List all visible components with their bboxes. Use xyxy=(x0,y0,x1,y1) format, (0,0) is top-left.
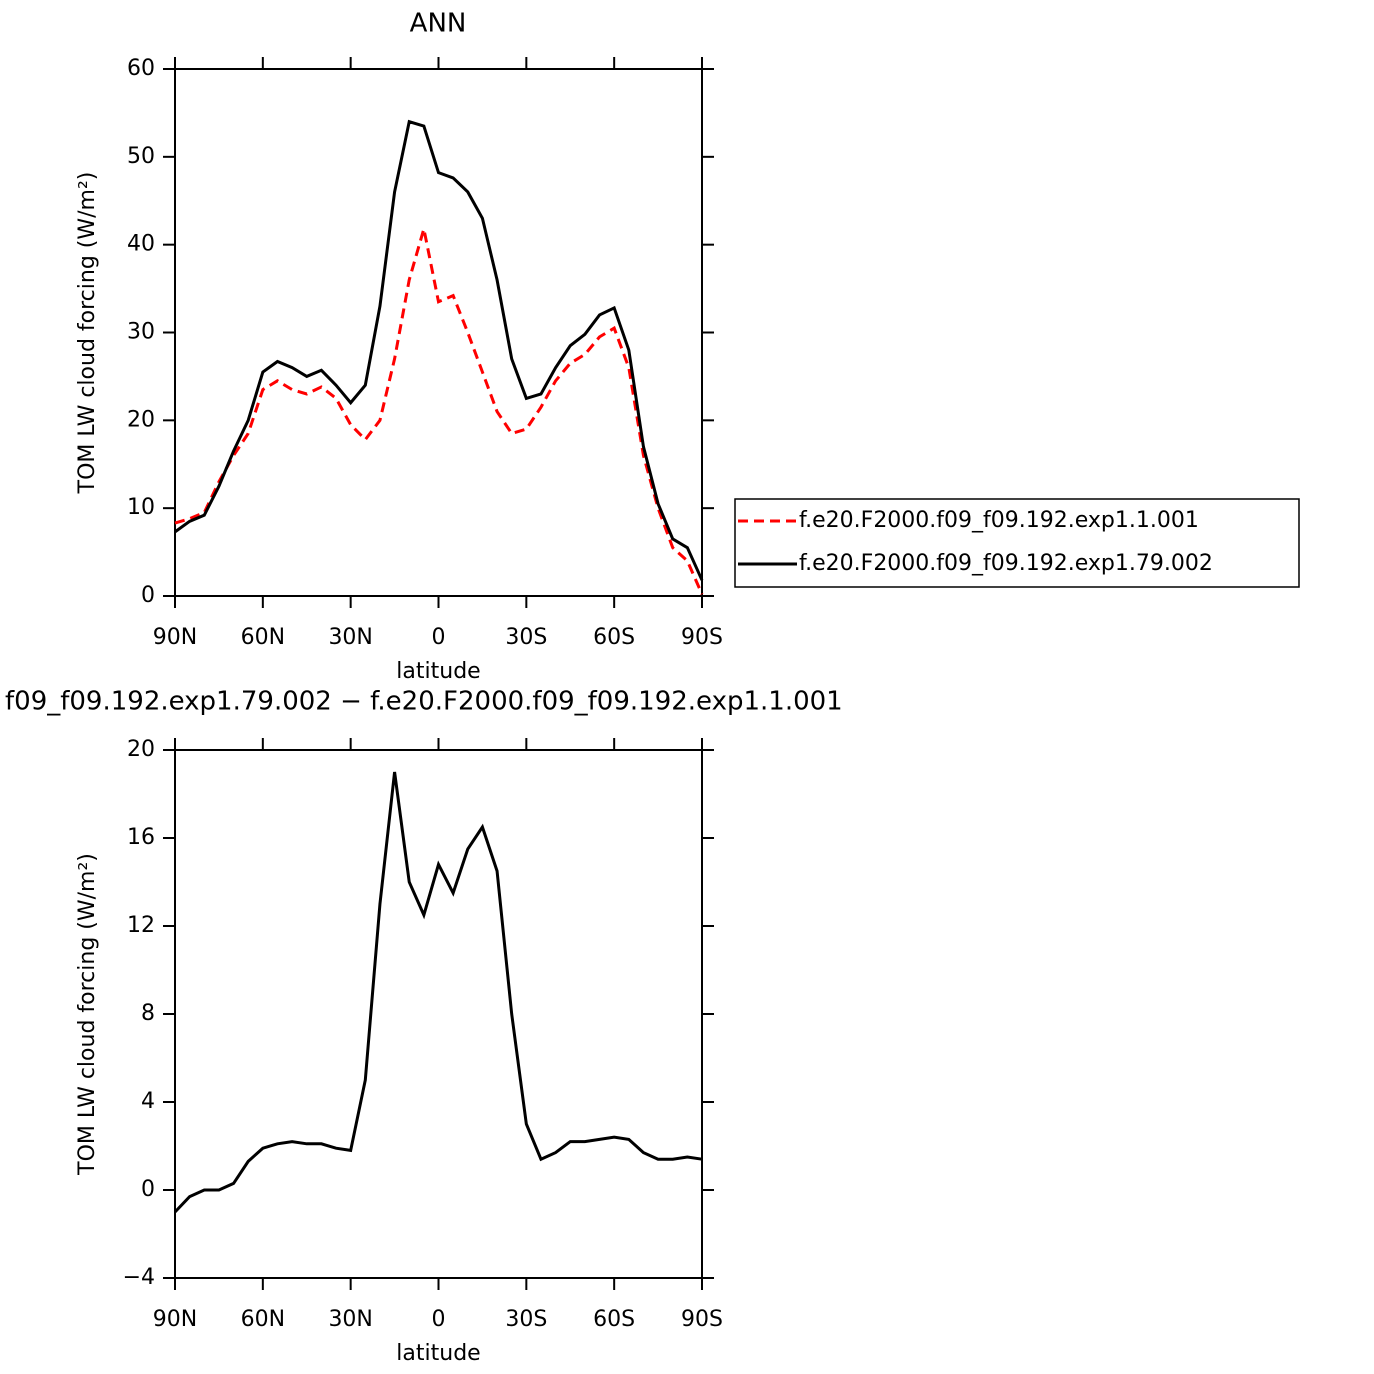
y-tick-label: 20 xyxy=(127,737,155,762)
y-tick-label: 30 xyxy=(127,320,155,345)
y-tick-label: 8 xyxy=(141,1001,155,1026)
y-tick-label: 16 xyxy=(127,825,155,850)
y-tick-label: 60 xyxy=(127,56,155,81)
y-axis-label: TOM LW cloud forcing (W/m²) xyxy=(75,172,100,495)
x-tick-label: 90S xyxy=(681,1307,723,1332)
y-tick-label: 10 xyxy=(127,495,155,520)
x-tick-label: 30S xyxy=(505,1307,547,1332)
x-tick-label: 60N xyxy=(241,1307,285,1332)
x-tick-label: 30S xyxy=(505,625,547,650)
chart-title: ANN xyxy=(410,9,467,39)
x-tick-label: 0 xyxy=(432,625,446,650)
data-line xyxy=(174,228,704,595)
x-axis-label: latitude xyxy=(396,659,480,684)
x-tick-label: 90S xyxy=(681,625,723,650)
data-line xyxy=(174,119,704,581)
y-axis-label: TOM LW cloud forcing (W/m²) xyxy=(75,853,100,1176)
y-tick-label: 4 xyxy=(141,1089,155,1114)
legend-box xyxy=(734,498,1300,588)
data-line xyxy=(173,771,703,1214)
x-tick-label: 90N xyxy=(153,1307,197,1332)
y-tick-label: 40 xyxy=(127,232,155,257)
x-tick-label: 30N xyxy=(328,1307,372,1332)
plot-frame xyxy=(174,749,703,1279)
legend-label: f.e20.F2000.f09_f09.192.exp1.79.002 xyxy=(799,551,1213,576)
y-tick-label: −4 xyxy=(123,1265,155,1290)
x-axis-label: latitude xyxy=(396,1341,480,1366)
chart-title: f09_f09.192.exp1.79.002 − f.e20.F2000.f0… xyxy=(5,687,843,717)
y-tick-label: 0 xyxy=(141,1177,155,1202)
y-tick-label: 50 xyxy=(127,144,155,169)
x-tick-label: 60N xyxy=(241,625,285,650)
y-tick-label: 20 xyxy=(127,407,155,432)
x-tick-label: 90N xyxy=(153,625,197,650)
y-tick-label: 12 xyxy=(127,913,155,938)
x-tick-label: 0 xyxy=(432,1307,446,1332)
y-tick-label: 0 xyxy=(141,583,155,608)
x-tick-label: 60S xyxy=(593,1307,635,1332)
x-tick-label: 60S xyxy=(593,625,635,650)
x-tick-label: 30N xyxy=(328,625,372,650)
legend-label: f.e20.F2000.f09_f09.192.exp1.1.001 xyxy=(799,508,1199,533)
